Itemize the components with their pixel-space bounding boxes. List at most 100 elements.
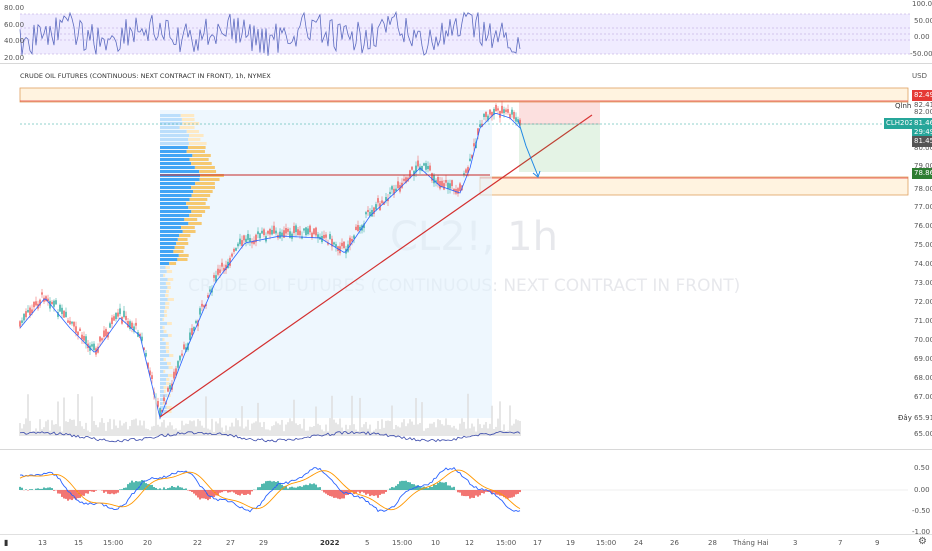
candle xyxy=(325,235,326,238)
macd-histogram-bar xyxy=(479,490,481,495)
macd-histogram-bar xyxy=(375,490,377,495)
volume-bar xyxy=(317,424,319,436)
macd-histogram-bar xyxy=(339,490,341,499)
profile-bar xyxy=(160,318,163,321)
candle xyxy=(513,112,514,119)
macd-histogram-bar xyxy=(25,489,27,490)
profile-bar xyxy=(163,274,165,277)
volume-bar xyxy=(459,424,461,436)
macd-histogram-bar xyxy=(319,487,321,490)
candle xyxy=(303,228,304,230)
macd-histogram-bar xyxy=(303,485,305,490)
candle xyxy=(79,329,80,331)
candle xyxy=(423,163,424,165)
price-tick: 77.00 xyxy=(914,203,932,211)
macd-histogram-bar xyxy=(185,488,187,490)
macd-histogram-bar xyxy=(203,490,205,498)
macd-histogram-bar xyxy=(119,489,121,490)
day-label: Đây xyxy=(898,414,912,422)
macd-histogram-bar xyxy=(299,486,301,490)
profile-bar xyxy=(160,258,177,261)
price-tick: 67.00 xyxy=(914,393,932,401)
volume-bar xyxy=(499,401,501,436)
macd-histogram-bar xyxy=(323,490,325,492)
volume-bar xyxy=(283,431,285,436)
rsi-panel[interactable]: 80.00 60.00 40.00 20.00 100.00 50.00 0.0… xyxy=(0,0,932,62)
macd-histogram-bar xyxy=(175,487,177,490)
main-chart-panel[interactable]: CRUDE OIL FUTURES (CONTINUOUS: NEXT CONT… xyxy=(0,64,932,448)
volume-bar xyxy=(195,426,197,436)
volume-bar xyxy=(299,424,301,436)
profile-bar xyxy=(165,266,169,269)
volume-bar xyxy=(269,430,271,436)
macd-histogram-bar xyxy=(121,489,123,490)
profile-bar xyxy=(160,134,189,137)
time-label-year: 2022 xyxy=(320,539,339,547)
volume-bar xyxy=(335,423,337,436)
macd-histogram-bar xyxy=(367,490,369,494)
volume-bar xyxy=(381,419,383,436)
profile-bar xyxy=(160,326,163,329)
macd-panel[interactable]: 0.50 0.00 -0.50 -1.00 xyxy=(0,450,932,532)
profile-bar xyxy=(160,222,188,225)
macd-histogram-bar xyxy=(347,490,349,495)
profile-bar xyxy=(160,298,168,301)
volume-bar xyxy=(163,420,165,436)
profile-bar xyxy=(190,158,209,161)
time-label: 3 xyxy=(793,539,797,547)
candle xyxy=(469,159,470,161)
volume-bar xyxy=(75,426,77,436)
macd-histogram-bar xyxy=(427,488,429,490)
volume-bar xyxy=(519,421,521,436)
macd-histogram-bar xyxy=(399,481,401,490)
volume-bar xyxy=(19,423,21,436)
volume-bar xyxy=(461,418,463,436)
volume-bar xyxy=(387,421,389,436)
macd-histogram-bar xyxy=(247,490,249,494)
tradingview-logo-icon[interactable]: ▮ xyxy=(4,538,8,547)
time-label: 15:00 xyxy=(596,539,616,547)
candle xyxy=(169,385,170,389)
macd-histogram-bar xyxy=(101,490,103,491)
macd-histogram-bar xyxy=(335,490,337,498)
time-label: 15:00 xyxy=(496,539,516,547)
rsi-right-tick: -50.00 xyxy=(910,50,932,58)
macd-histogram-bar xyxy=(463,490,465,496)
time-axis[interactable]: ▮ 13 15 15:00 20 22 27 29 2022 5 15:00 1… xyxy=(0,534,932,551)
volume-bar xyxy=(301,429,303,436)
volume-bar xyxy=(77,394,79,436)
candle xyxy=(127,321,128,327)
profile-bar xyxy=(195,182,215,185)
candle xyxy=(375,204,376,209)
volume-bar xyxy=(447,425,449,436)
candle xyxy=(299,231,300,235)
macd-histogram-bar xyxy=(37,488,39,490)
profile-bar xyxy=(176,242,188,245)
volume-bar xyxy=(319,425,321,436)
macd-histogram-bar xyxy=(473,490,475,498)
macd-histogram-bar xyxy=(61,490,63,497)
volume-bar xyxy=(111,429,113,436)
macd-histogram-bar xyxy=(269,481,271,490)
volume-bar xyxy=(95,425,97,436)
candle xyxy=(329,234,330,239)
time-label: 15:00 xyxy=(392,539,412,547)
volume-bar xyxy=(131,420,133,436)
volume-bar xyxy=(147,429,149,436)
volume-bar xyxy=(515,419,517,436)
profile-bar xyxy=(183,230,196,233)
macd-histogram-bar xyxy=(195,490,197,495)
volume-bar xyxy=(63,398,65,436)
volume-bar xyxy=(493,429,495,436)
macd-histogram-bar xyxy=(381,490,383,494)
profile-bar xyxy=(186,202,206,205)
volume-bar xyxy=(23,424,25,436)
macd-histogram-bar xyxy=(107,490,109,494)
profile-bar xyxy=(160,130,187,133)
settings-icon[interactable]: ⚙ xyxy=(918,536,927,547)
candle xyxy=(365,212,366,214)
volume-bar xyxy=(287,422,289,436)
volume-bar xyxy=(457,430,459,436)
volume-bar xyxy=(297,425,299,436)
candle xyxy=(23,314,24,321)
